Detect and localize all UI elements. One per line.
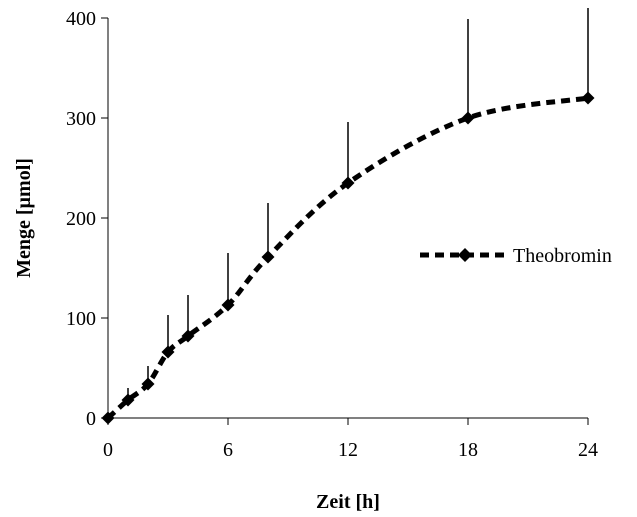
data-point [581,91,595,105]
y-tick-label: 300 [66,108,96,130]
data-point [181,329,195,343]
y-tick-label: 400 [66,8,96,30]
legend-label-theobromin: Theobromin [513,245,612,267]
x-tick-label: 24 [578,439,598,461]
data-point [461,111,475,125]
x-tick-label: 0 [103,439,113,461]
data-point [101,411,115,425]
tick-labels: 0 100 200 300 400 0 6 12 18 24 [66,8,598,461]
legend-diamond-marker [458,248,472,262]
data-point [161,345,175,359]
y-tick-label: 100 [66,308,96,330]
legend: Theobromin [420,245,612,267]
data-point [141,377,155,391]
ticks [101,17,589,425]
x-tick-label: 6 [223,439,233,461]
data-point [341,176,355,190]
y-tick-label: 200 [66,208,96,230]
data-point [221,298,235,312]
y-axis-title: Menge [µmol] [13,158,35,278]
y-tick-label: 0 [86,408,96,430]
x-tick-label: 12 [338,439,358,461]
x-axis-title: Zeit [h] [316,491,380,513]
axes [107,18,588,419]
data-point [121,393,135,407]
x-tick-label: 18 [458,439,478,461]
data-point [261,250,275,264]
series [101,91,595,425]
error-bars [127,8,589,400]
